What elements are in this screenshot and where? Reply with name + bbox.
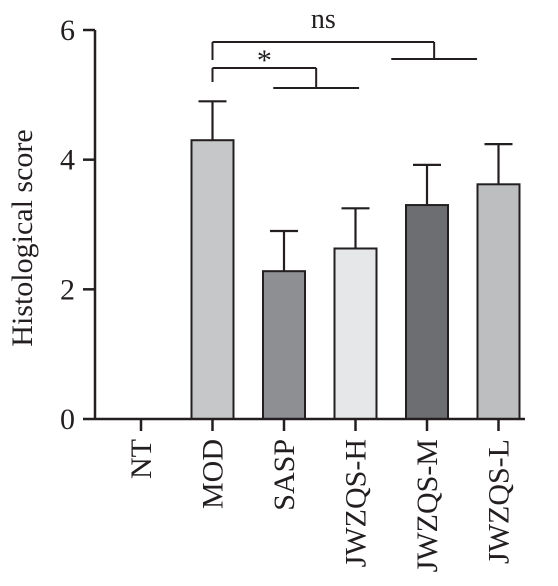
bar: [190, 139, 235, 420]
x-tick-label: JWZQS-M: [411, 439, 444, 572]
x-tick-label: JWZQS-H: [340, 439, 373, 567]
y-tick-label: 4: [60, 144, 75, 177]
significance-label: *: [257, 44, 272, 77]
bar: [405, 204, 449, 420]
significance-brackets: ns *: [211, 4, 478, 89]
y-tick-label: 2: [60, 273, 75, 306]
y-axis-label: Histological score: [6, 129, 39, 346]
x-axis: NT MOD SASP JWZQS-H JWZQS-M JWZQS-L: [95, 417, 525, 572]
x-tick-label: MOD: [197, 439, 230, 509]
bar: [333, 247, 378, 420]
x-tick-label: NT: [125, 439, 158, 479]
significance-label: ns: [311, 4, 336, 35]
y-tick-label: 0: [60, 403, 75, 436]
bar: [476, 183, 521, 420]
bar: [262, 270, 306, 420]
x-tick-label: JWZQS-L: [483, 439, 516, 564]
y-tick-label: 6: [60, 14, 75, 47]
x-tick-label: SASP: [268, 439, 301, 511]
y-axis: 0 2 4 6: [60, 14, 97, 436]
bars: [190, 100, 521, 420]
